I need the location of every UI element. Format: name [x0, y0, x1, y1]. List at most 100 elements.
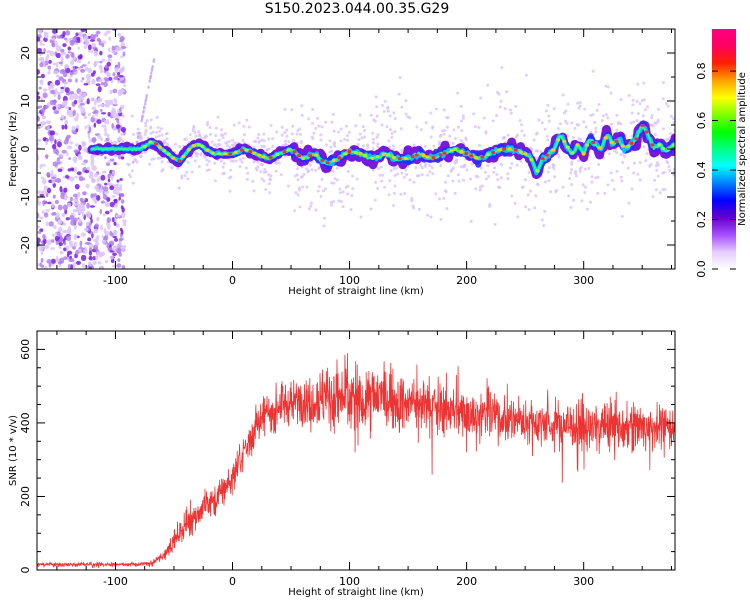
- spectrogram-cell: [84, 66, 89, 71]
- spectrogram-cell: [113, 221, 117, 226]
- spectrogram-cell: [55, 178, 62, 184]
- spectrogram-cell: [148, 79, 151, 83]
- spectrogram-cell: [156, 126, 160, 130]
- spectrogram-cell: [52, 106, 57, 111]
- spectrogram-cell: [120, 156, 125, 160]
- spectrogram-cell: [48, 262, 52, 268]
- spectrogram-cell: [339, 200, 343, 204]
- spectrogram-cell: [551, 163, 555, 167]
- y-tick-label-0: 10: [19, 94, 32, 108]
- spectrogram-cell: [104, 210, 110, 215]
- spectrogram-cell: [95, 254, 99, 261]
- spectrogram-cell: [509, 108, 513, 112]
- spectrogram-hotspot: [286, 148, 291, 152]
- spectrogram-cell: [120, 80, 126, 84]
- spectrogram-cell: [459, 165, 463, 169]
- spectrogram-cell: [267, 182, 271, 186]
- spectrogram-cell: [343, 137, 347, 141]
- spectrogram-cell: [320, 177, 324, 181]
- spectrogram-cell: [63, 197, 68, 201]
- spectrogram-cell: [363, 135, 367, 139]
- spectrogram-cell: [105, 230, 109, 236]
- spectrogram-cell: [48, 85, 52, 91]
- spectrogram-cell: [118, 240, 122, 247]
- spectrogram-cell: [51, 143, 57, 150]
- spectrogram-cell: [81, 263, 86, 269]
- spectrogram-cell: [199, 152, 203, 156]
- spectrogram-cell: [61, 124, 65, 130]
- spectrogram-cell: [606, 116, 610, 120]
- spectrogram-cell: [324, 120, 328, 124]
- spectrogram-cell: [45, 56, 49, 62]
- spectrogram-cell: [76, 95, 80, 99]
- spectrogram-cell: [80, 107, 86, 114]
- spectrogram-cell: [104, 32, 108, 37]
- spectrogram-cell: [40, 257, 44, 263]
- spectrogram-cell: [423, 144, 427, 148]
- spectrogram-cell: [473, 125, 477, 129]
- spectrogram-cell: [77, 46, 80, 50]
- spectrogram-cell: [269, 174, 273, 178]
- spectrogram-cell: [205, 158, 209, 162]
- spectrogram-cell: [60, 51, 66, 56]
- spectrogram-hotspot: [261, 155, 266, 159]
- spectrogram-cell: [424, 121, 428, 125]
- spectrogram-cell: [462, 178, 466, 182]
- spectrogram-cell: [297, 188, 301, 192]
- spectrogram-cell: [97, 97, 103, 102]
- spectrogram-cell: [69, 71, 74, 76]
- spectrogram-cell: [391, 144, 395, 148]
- spectrogram-cell: [356, 143, 360, 147]
- spectrogram-cell: [547, 179, 551, 183]
- spectrogram-cell: [118, 74, 124, 78]
- spectrogram-cell: [668, 168, 672, 172]
- spectrogram-cell: [265, 147, 269, 151]
- spectrogram-cell: [658, 191, 662, 195]
- figure-title: S150.2023.044.00.35.G29: [264, 1, 450, 17]
- spectrogram-cell: [330, 181, 334, 185]
- spectrogram-cell: [307, 207, 311, 211]
- spectrogram-cell: [672, 121, 675, 125]
- spectrogram-cell: [619, 175, 623, 179]
- spectrogram-cell: [214, 126, 218, 130]
- spectrogram-hotspot: [644, 130, 649, 134]
- spectrogram-cell: [392, 203, 396, 207]
- spectrogram-cell: [73, 149, 80, 154]
- spectrogram-hotspot: [292, 150, 297, 154]
- spectrogram-cell: [638, 178, 642, 182]
- spectrogram-hotspot: [518, 150, 523, 154]
- spectrogram-cell: [254, 167, 258, 171]
- spectrogram-cell: [121, 211, 126, 219]
- spectrogram-hotspot: [414, 153, 419, 157]
- spectrogram-cell: [319, 138, 323, 142]
- spectrogram-cell: [159, 127, 163, 131]
- snr-plot: [37, 353, 675, 568]
- spectrogram-cell: [112, 252, 117, 256]
- spectrogram-cell: [338, 187, 342, 191]
- spectrogram-cell: [39, 40, 43, 43]
- spectrogram-cell: [103, 77, 109, 80]
- spectrogram-cell: [37, 116, 41, 122]
- spectrogram-cell: [145, 93, 148, 97]
- spectrogram-hotspot: [297, 154, 302, 158]
- spectrogram-cell: [487, 174, 491, 178]
- spectrogram-cell: [119, 193, 125, 198]
- spectrogram-cell: [400, 105, 404, 109]
- spectrogram-cell: [299, 141, 303, 145]
- spectrogram-cell: [115, 185, 120, 191]
- spectrogram-cell: [115, 64, 119, 68]
- spectrogram-cell: [112, 72, 116, 77]
- spectrogram-cell: [240, 160, 244, 164]
- spectrogram-cell: [72, 262, 76, 268]
- spectrogram-cell: [97, 134, 102, 139]
- spectrogram-cell: [37, 196, 40, 202]
- spectrogram-cell: [619, 153, 623, 157]
- spectrogram-cell: [69, 39, 75, 46]
- spectrogram-cell: [78, 248, 82, 252]
- spectrogram-hotspot: [620, 144, 625, 148]
- spectrogram-cell: [113, 161, 117, 166]
- spectrogram-cell: [371, 137, 375, 141]
- spectrogram-cell: [94, 99, 97, 106]
- spectrogram-cell: [73, 93, 78, 100]
- spectrogram-cell: [527, 208, 531, 212]
